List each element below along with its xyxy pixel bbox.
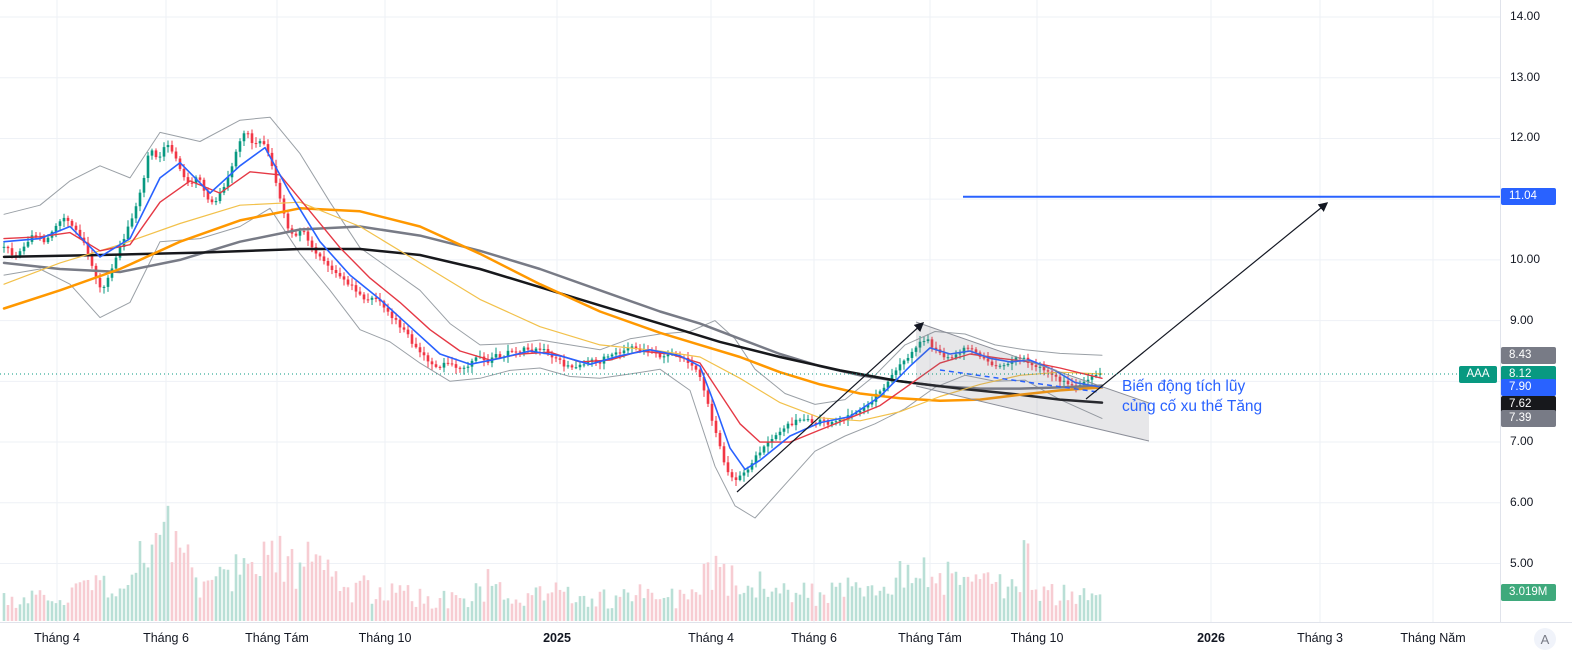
price-tick-label: 13.00 [1510,69,1541,84]
price-tag: 8.12 [1501,365,1556,383]
time-axis-month-label: Tháng Tám [898,631,962,645]
ma-blue [3,146,1103,471]
time-axis-month-label: Tháng 3 [1297,631,1343,645]
candles [2,129,1102,487]
volume-bars [2,505,1102,621]
time-axis-month-label: Tháng 4 [688,631,734,645]
price-tag: 11.04 [1501,188,1556,206]
time-axis-month-label: Tháng 10 [1010,631,1064,645]
time-axis-month-label: Tháng 6 [791,631,837,645]
price-tick-label: 12.00 [1510,130,1541,145]
time-axis-year-label: 2025 [543,631,571,645]
price-tick-label: 14.00 [1510,9,1541,23]
time-axis-month-label: Tháng Năm [1400,631,1466,645]
avatar-letter: A [1540,631,1550,647]
channel-drawing [915,321,1150,442]
price-tag: 7.62 [1501,395,1556,413]
volume-tag: 3.019M [1501,584,1556,601]
time-axis[interactable]: A Tháng 4 Tháng 6 Tháng Tám Tháng 10 2025 Thá… [0,622,1572,655]
ma-orange [2,207,1104,403]
annotation-note[interactable]: Biến động tích lũy củng cố xu thế Tăng [1122,377,1262,417]
trend-arrows [736,202,1329,493]
time-axis-month-label: Tháng 10 [358,631,412,645]
time-axis-year-label: 2026 [1197,631,1225,645]
time-axis-month-label: Tháng Tám [245,631,309,645]
price-axis[interactable]: 14.00 13.00 12.00 10.00 9.00 7.00 6.00 5.00 11.0… [1500,0,1572,622]
time-axis-month-label: Tháng 6 [143,631,189,645]
annotation-line-1: Biến động tích lũy [1122,378,1246,395]
price-tick-label: 9.00 [1510,312,1534,327]
price-tick-label: 6.00 [1510,494,1534,509]
time-axis-month-label: Tháng 4 [34,631,80,645]
price-tag: 7.90 [1501,378,1556,396]
indicator-lines [2,116,1104,519]
annotation-line-2: củng cố xu thế Tăng [1122,398,1263,415]
price-tick-label: 10.00 [1510,251,1541,266]
price-levels [0,195,1500,375]
bollinger-lower [3,207,1103,519]
price-tag: 7.39 [1501,409,1556,427]
ma-black [2,247,1104,404]
grid-lines [0,0,1500,622]
symbol-price-label: AAA [1459,365,1497,383]
price-tag: 8.43 [1501,346,1556,364]
price-tick-label: 5.00 [1510,555,1534,570]
price-tick-label: 7.00 [1510,434,1534,449]
bollinger-upper [3,116,1103,405]
account-avatar[interactable]: A [1534,628,1556,650]
